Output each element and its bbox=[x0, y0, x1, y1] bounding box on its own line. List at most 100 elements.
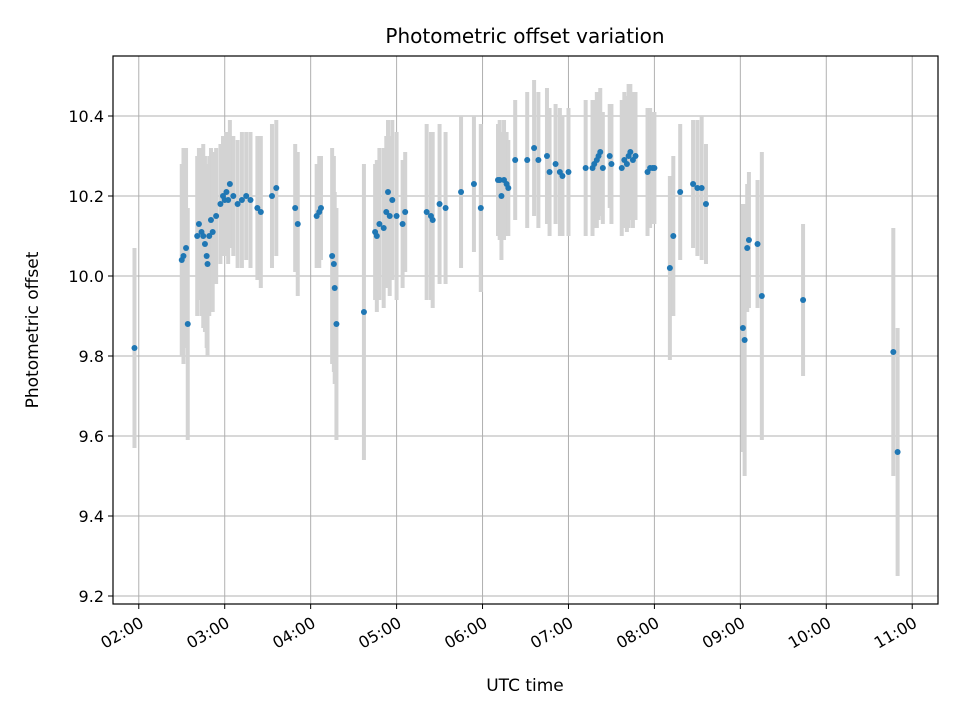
data-point bbox=[442, 205, 449, 211]
x-axis-label: UTC time bbox=[486, 676, 564, 696]
data-point bbox=[223, 189, 230, 195]
data-point bbox=[552, 161, 559, 167]
y-tick-label: 9.2 bbox=[79, 587, 104, 606]
data-point bbox=[543, 153, 550, 159]
data-point bbox=[203, 253, 210, 259]
data-point bbox=[666, 265, 673, 271]
data-point bbox=[512, 157, 519, 163]
data-point bbox=[331, 285, 338, 291]
data-point bbox=[383, 209, 390, 215]
data-point bbox=[238, 197, 245, 203]
data-point bbox=[741, 337, 748, 343]
chart-title: Photometric offset variation bbox=[385, 24, 664, 48]
data-point bbox=[333, 321, 340, 327]
data-point bbox=[257, 209, 264, 215]
data-point bbox=[180, 253, 187, 259]
data-point bbox=[608, 161, 615, 167]
y-tick-label: 10.2 bbox=[68, 187, 104, 206]
data-point bbox=[380, 225, 387, 231]
data-point bbox=[754, 241, 761, 247]
data-point bbox=[389, 197, 396, 203]
data-point bbox=[292, 205, 299, 211]
y-tick-label: 9.4 bbox=[79, 507, 104, 526]
data-point bbox=[247, 197, 254, 203]
data-point bbox=[294, 221, 301, 227]
data-point bbox=[436, 201, 443, 207]
data-point bbox=[385, 189, 391, 195]
y-tick-label: 10.0 bbox=[68, 267, 104, 286]
data-point bbox=[360, 309, 367, 315]
data-point bbox=[423, 209, 430, 215]
data-point bbox=[131, 345, 138, 351]
data-point bbox=[329, 253, 336, 259]
data-point bbox=[201, 241, 208, 247]
data-point bbox=[226, 181, 233, 187]
data-point bbox=[213, 213, 220, 219]
data-point bbox=[651, 165, 658, 171]
data-point bbox=[429, 217, 436, 223]
data-point bbox=[531, 145, 538, 151]
data-point bbox=[330, 261, 337, 267]
data-point bbox=[559, 173, 566, 179]
data-point bbox=[698, 185, 705, 191]
data-point bbox=[399, 221, 406, 227]
data-point bbox=[745, 237, 752, 243]
data-point bbox=[194, 233, 201, 239]
plot-frame bbox=[112, 55, 939, 605]
y-tick-label: 9.8 bbox=[79, 347, 104, 366]
data-point bbox=[632, 153, 639, 159]
data-point bbox=[234, 201, 241, 207]
data-point bbox=[402, 209, 409, 215]
data-point bbox=[225, 197, 232, 203]
data-point bbox=[677, 189, 684, 195]
data-point bbox=[890, 349, 897, 355]
data-point bbox=[498, 193, 505, 199]
data-point bbox=[524, 157, 531, 163]
data-point bbox=[739, 325, 746, 331]
data-point bbox=[618, 165, 625, 171]
y-axis-ticks: 9.2 9.4 9.6 9.8 10.0 10.2 10.4 bbox=[68, 107, 113, 606]
data-point bbox=[477, 205, 484, 211]
data-point bbox=[317, 205, 324, 211]
data-point bbox=[206, 233, 213, 239]
data-point bbox=[505, 185, 512, 191]
data-point bbox=[373, 233, 380, 239]
y-axis-label: Photometric offset bbox=[23, 251, 43, 408]
data-point bbox=[183, 245, 190, 251]
y-tick-label: 10.4 bbox=[68, 107, 104, 126]
data-point bbox=[597, 149, 604, 155]
data-point bbox=[217, 201, 224, 207]
data-point bbox=[565, 169, 572, 175]
data-point bbox=[458, 189, 465, 195]
data-point bbox=[200, 233, 207, 239]
data-point bbox=[690, 181, 697, 187]
data-points bbox=[131, 145, 901, 455]
data-point bbox=[273, 185, 280, 191]
data-point bbox=[535, 157, 542, 163]
data-point bbox=[670, 233, 677, 239]
data-point bbox=[195, 221, 202, 227]
data-point bbox=[599, 165, 606, 171]
data-point bbox=[627, 149, 634, 155]
data-point bbox=[470, 181, 477, 187]
data-point bbox=[243, 193, 250, 199]
data-point bbox=[496, 177, 503, 183]
data-point bbox=[894, 449, 901, 455]
data-point bbox=[606, 153, 613, 159]
data-point bbox=[184, 321, 191, 327]
data-point bbox=[694, 185, 701, 191]
data-point bbox=[758, 293, 765, 299]
y-tick-label: 9.6 bbox=[79, 427, 104, 446]
data-point bbox=[386, 213, 393, 219]
data-point bbox=[744, 245, 751, 251]
data-point bbox=[623, 161, 630, 167]
data-point bbox=[800, 297, 807, 303]
data-point bbox=[268, 193, 275, 199]
data-point bbox=[209, 229, 216, 235]
data-point bbox=[546, 169, 553, 175]
data-point bbox=[254, 205, 261, 211]
data-point bbox=[376, 221, 383, 227]
data-point bbox=[702, 201, 709, 207]
